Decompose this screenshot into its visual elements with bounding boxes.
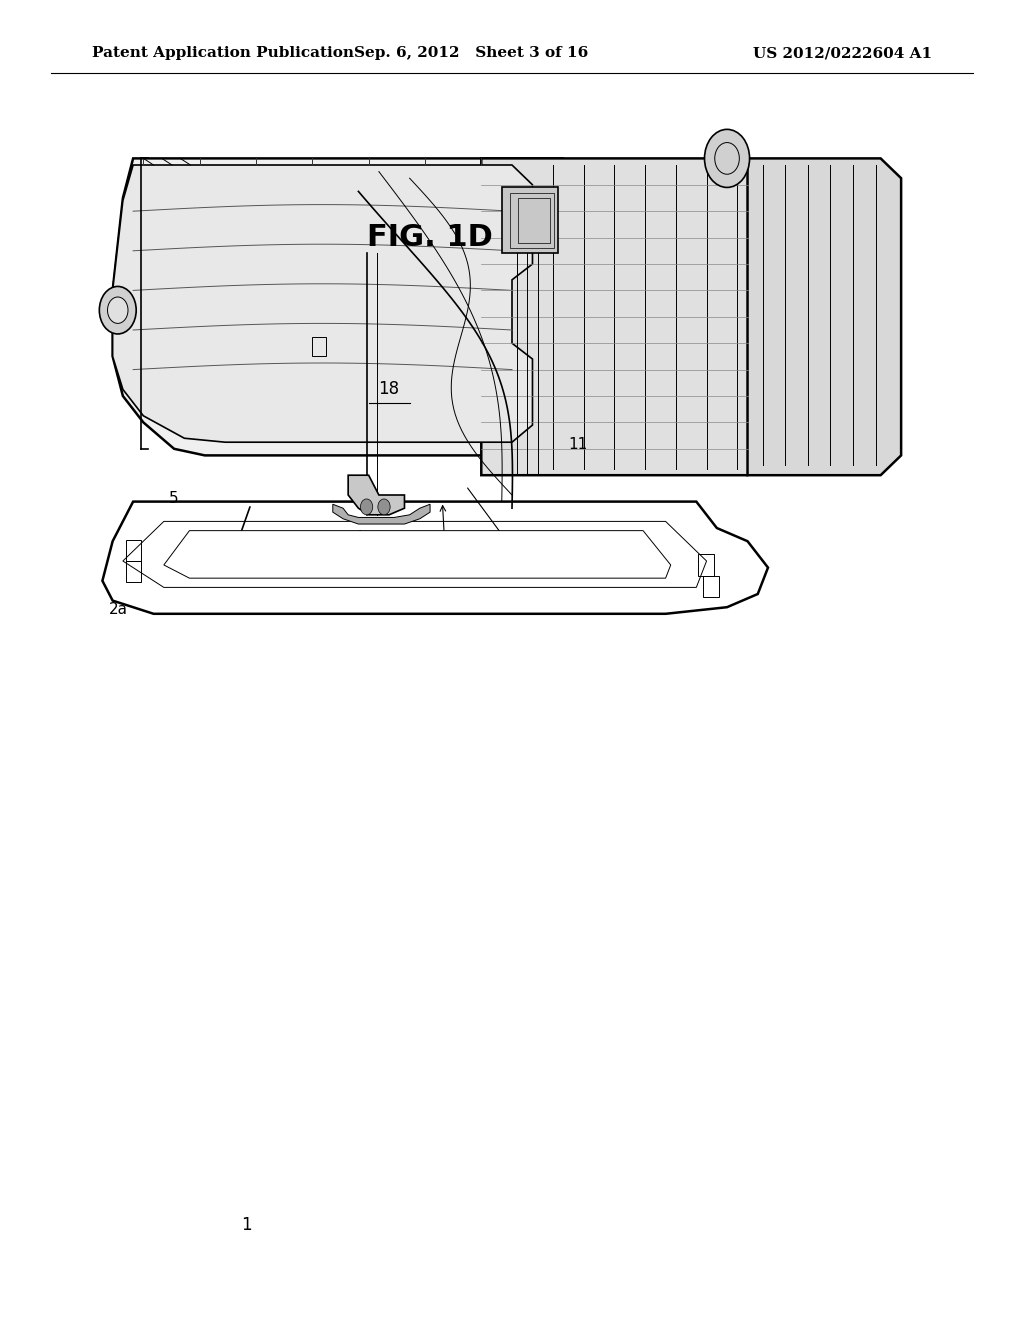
Polygon shape <box>502 187 558 253</box>
Text: 7a: 7a <box>326 560 345 576</box>
Text: FIG. 1D: FIG. 1D <box>368 223 493 252</box>
Text: 18: 18 <box>379 380 399 399</box>
Circle shape <box>378 499 390 515</box>
Circle shape <box>360 499 373 515</box>
Circle shape <box>108 297 128 323</box>
Polygon shape <box>123 521 707 587</box>
Text: 19: 19 <box>443 564 463 579</box>
Text: 1: 1 <box>241 1216 251 1234</box>
Text: 2a: 2a <box>109 602 128 618</box>
Text: Patent Application Publication: Patent Application Publication <box>92 46 354 61</box>
Text: 7b: 7b <box>394 564 414 579</box>
Polygon shape <box>333 504 430 524</box>
Text: Sep. 6, 2012   Sheet 3 of 16: Sep. 6, 2012 Sheet 3 of 16 <box>354 46 588 61</box>
Polygon shape <box>748 158 901 475</box>
Polygon shape <box>113 165 532 442</box>
Text: US 2012/0222604 A1: US 2012/0222604 A1 <box>753 46 932 61</box>
Circle shape <box>99 286 136 334</box>
Polygon shape <box>481 158 768 475</box>
Text: 5: 5 <box>169 491 178 507</box>
Text: 6: 6 <box>312 540 323 556</box>
Circle shape <box>705 129 750 187</box>
Polygon shape <box>113 158 584 455</box>
Text: 12: 12 <box>510 546 529 562</box>
Text: 11: 11 <box>568 437 588 453</box>
Polygon shape <box>348 475 404 515</box>
Polygon shape <box>164 531 671 578</box>
